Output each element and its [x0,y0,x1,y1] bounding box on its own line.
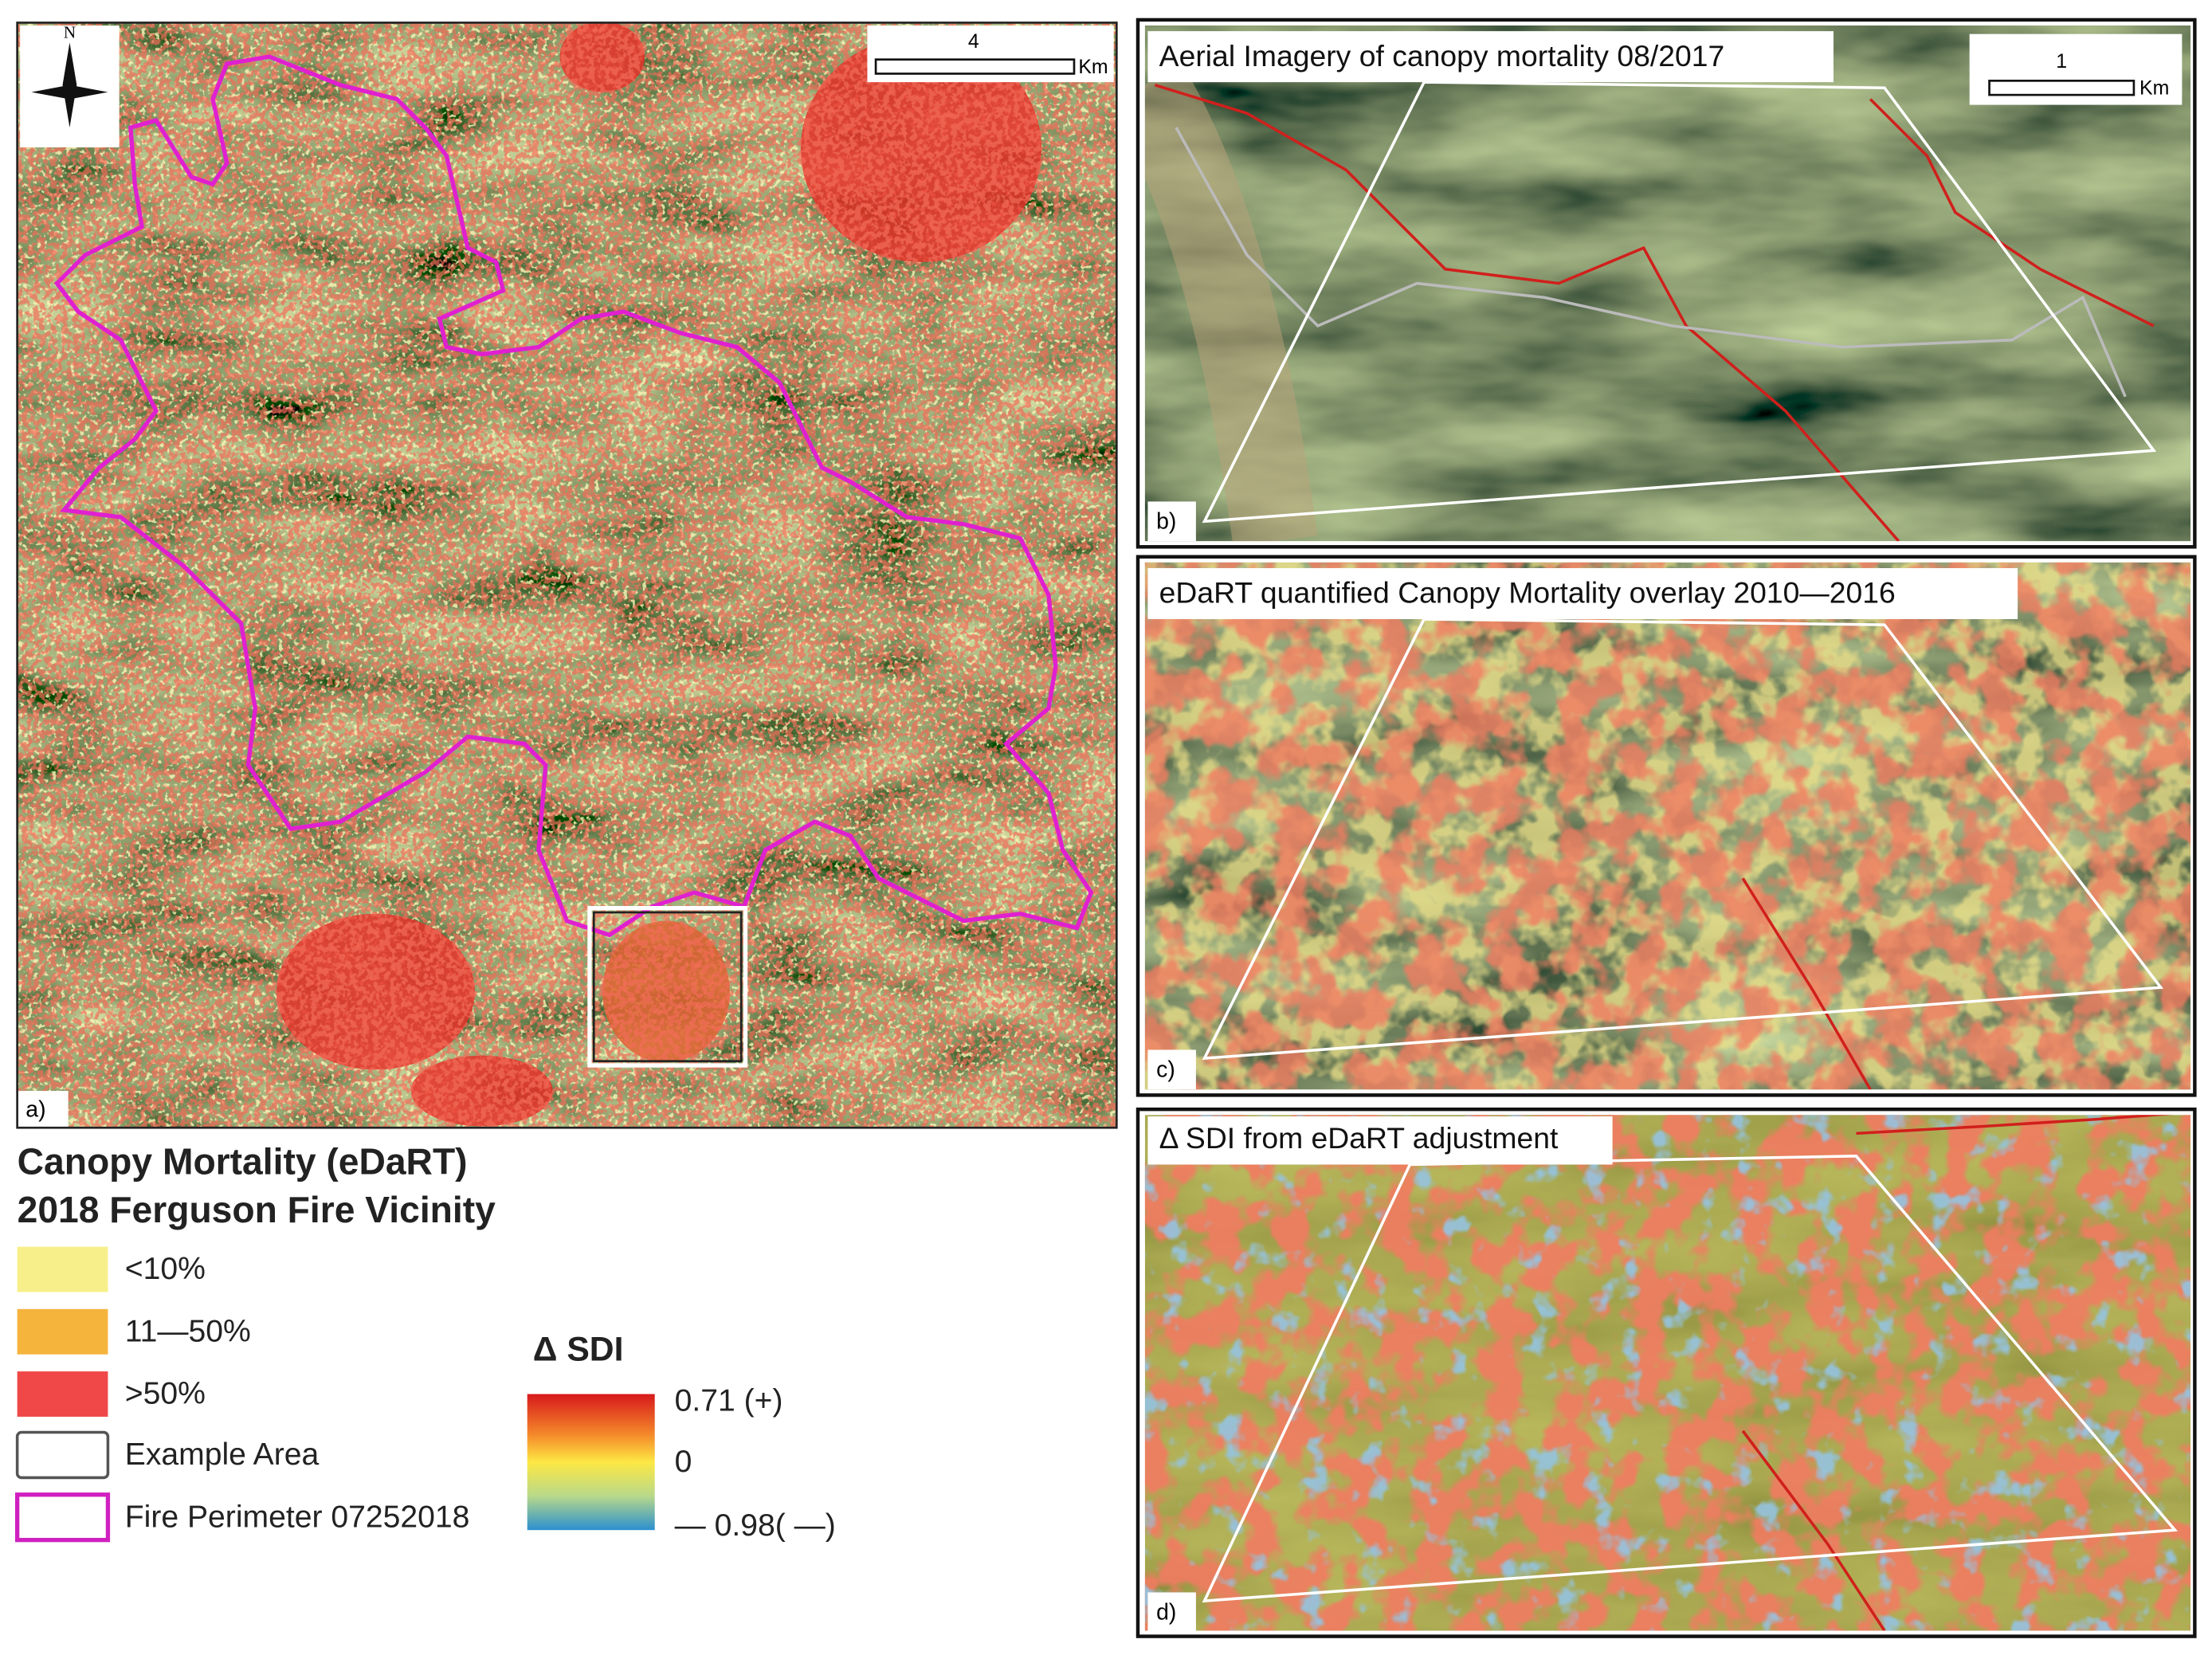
sdi-colorbar [527,1394,655,1531]
mortality-mid [17,22,1117,1128]
sdi-label: — 0.98( —) [675,1508,836,1543]
road [1869,98,2155,327]
legend-swatch [14,1492,111,1543]
scale-unit: Km [2139,77,2169,100]
sdi-negative [1144,1115,2191,1631]
panel-label: b) [1156,509,1176,535]
road [1154,83,1900,542]
road [1741,877,1872,1090]
panel-title: Aerial Imagery of canopy mortality 08/20… [1159,39,1725,73]
mortality-red [1144,562,2191,1090]
panel-label: a) [25,1096,45,1122]
frame-a [16,22,1118,1129]
road [1741,1430,1886,1631]
legend-title: 2018 Ferguson Fire Vicinity [18,1189,496,1230]
sdi-label: 0 [675,1445,692,1479]
view-c: eDaRT quantified Canopy Mortality overla… [1144,562,2191,1090]
label-bg [17,1091,69,1128]
legend-swatch [17,1371,108,1417]
legend-label: Example Area [125,1437,320,1472]
road [1856,1115,2172,1135]
example-outline [1202,1155,2179,1603]
label-bg [1147,501,1196,542]
terrain [1144,25,2191,542]
example-outline [1202,618,2164,1061]
title-bg [1147,567,2018,619]
map-a: N 4 Km a) [17,22,1117,1128]
example-area-inner [592,911,743,1063]
legend-label: >50% [125,1377,206,1411]
scale-unit: Km [1078,56,1108,78]
sdi-label: 0.71 (+) [675,1384,783,1418]
scale-value: 4 [968,30,979,53]
fire-perimeter [53,54,1094,938]
label-bg [1147,1592,1196,1631]
panel-title: eDaRT quantified Canopy Mortality overla… [1159,576,1896,610]
legend-label: 11—50% [125,1314,251,1348]
example-outline [1202,80,2157,524]
valley [1144,62,1318,542]
example-area [587,906,748,1068]
sdi-title: Δ SDI [533,1330,624,1368]
panel-label: c) [1156,1057,1175,1083]
north-arrow [31,42,108,128]
legend-title: Canopy Mortality (eDaRT) [18,1141,468,1182]
legend-swatch [17,1308,108,1355]
legend-swatch [15,1430,110,1480]
view-b: Aerial Imagery of canopy mortality 08/20… [1144,25,2191,542]
title-bg [1147,1116,1613,1165]
legend-label: Fire Perimeter 07252018 [125,1500,470,1534]
view-d: Δ SDI from eDaRT adjustment d) [1144,1115,2191,1631]
panel-label: d) [1156,1600,1176,1626]
scale-bar [874,58,1076,75]
scale-value: 1 [2056,50,2067,73]
north-label: N [64,23,76,42]
legend-swatch [17,1246,108,1292]
title-bg [1147,31,1834,83]
legend-label: <10% [125,1252,206,1286]
panel-title: Δ SDI from eDaRT adjustment [1159,1121,1559,1155]
scale-bar [1988,80,2136,96]
label-bg [1147,1049,1196,1090]
trail [1175,127,2127,398]
